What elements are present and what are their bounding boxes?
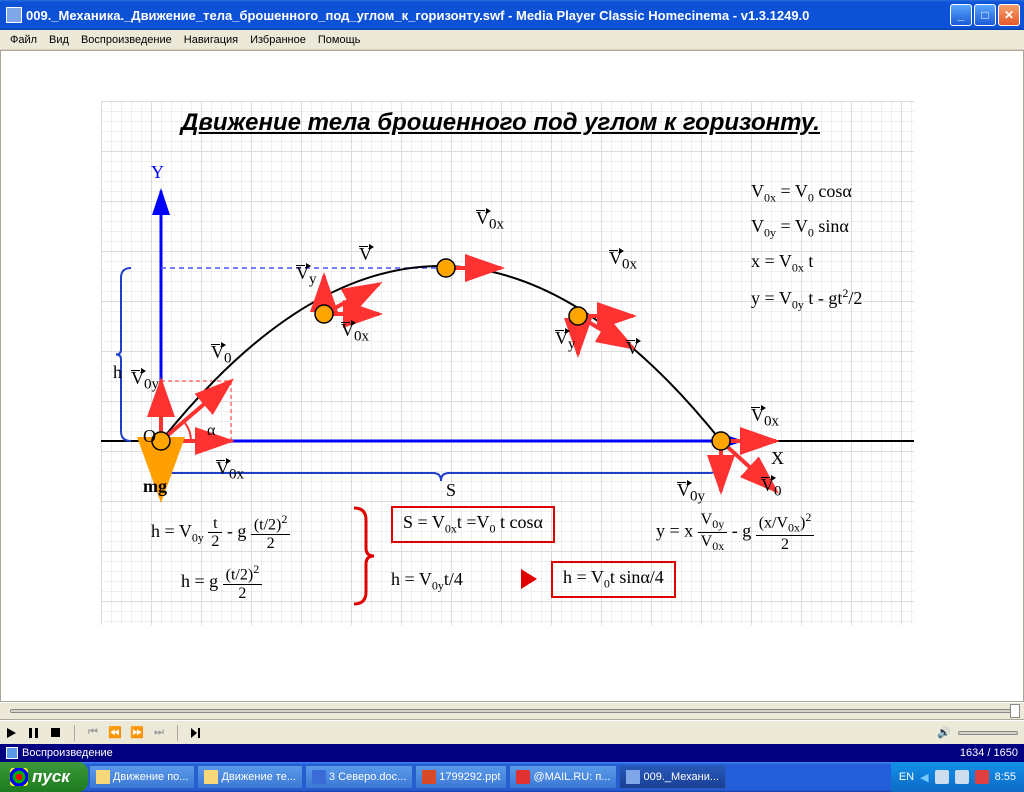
task-item[interactable]: Движение по... [89, 765, 196, 789]
implies-arrow [521, 569, 537, 589]
s-label: S [446, 481, 456, 499]
eq-h3: h = V0yt/4 [391, 569, 463, 594]
eq-y2: y = x V0yV0x - g (x/V0x)22 [656, 511, 814, 553]
eq-x: x = V0x t [751, 251, 813, 276]
eq-S: S = V0xt =V0 t cosα [391, 506, 555, 543]
app-icon [6, 7, 22, 23]
folder-icon [96, 770, 110, 784]
status-bar: Воспроизведение 1634 / 1650 [0, 744, 1024, 762]
tray-icon[interactable] [935, 770, 949, 784]
menu-help[interactable]: Помощь [312, 32, 367, 48]
playback-controls: ⏮ ⏪ ⏩ ⏭ 🔊 [0, 720, 1024, 744]
menu-nav[interactable]: Навигация [178, 32, 244, 48]
menu-playback[interactable]: Воспроизведение [75, 32, 178, 48]
eq-v0x: V0x = V0 cosα [751, 181, 852, 206]
eq-h2: h = g (t/2)22 [181, 563, 262, 603]
title-bar: 009._Механика._Движение_тела_брошенного_… [0, 0, 1024, 30]
windows-icon [10, 768, 28, 786]
status-icon [6, 747, 18, 759]
seek-bar[interactable] [0, 702, 1024, 720]
mg-label: mg [143, 477, 167, 495]
pause-button[interactable] [26, 726, 42, 740]
folder-icon [204, 770, 218, 784]
h-label: h [113, 363, 122, 381]
rewind-button[interactable]: ⏪ [107, 726, 123, 740]
task-item[interactable]: 3 Северо.doc... [305, 765, 413, 789]
start-button[interactable]: пуск [0, 762, 88, 792]
clock[interactable]: 8:55 [995, 771, 1016, 783]
task-item[interactable]: 1799292.ppt [415, 765, 507, 789]
system-tray: EN ◀ 8:55 [891, 762, 1024, 792]
forward-button[interactable]: ⏩ [129, 726, 145, 740]
eq-h4: h = V0t sinα/4 [551, 561, 676, 598]
menu-fav[interactable]: Избранное [244, 32, 312, 48]
time-counter: 1634 / 1650 [960, 747, 1018, 759]
menu-view[interactable]: Вид [43, 32, 75, 48]
eq-y: y = V0y t - gt2/2 [751, 286, 862, 313]
lang-indicator[interactable]: EN [899, 771, 914, 783]
window-title: 009._Механика._Движение_тела_брошенного_… [26, 8, 809, 23]
minimize-button[interactable]: _ [950, 4, 972, 26]
maximize-button[interactable]: □ [974, 4, 996, 26]
y-axis-label: Y [151, 163, 164, 181]
volume-slider[interactable] [958, 731, 1018, 735]
x-axis-label: X [771, 449, 784, 467]
tray-chevron-icon[interactable]: ◀ [920, 771, 928, 784]
mpc-icon [626, 770, 640, 784]
eq-h1: h = V0y t2 - g (t/2)22 [151, 513, 290, 553]
window-buttons: _ □ ✕ [950, 4, 1024, 26]
play-button[interactable] [4, 726, 20, 740]
tray-icon[interactable] [975, 770, 989, 784]
tray-icon[interactable] [955, 770, 969, 784]
volume-icon[interactable]: 🔊 [936, 726, 952, 740]
taskbar: пуск Движение по... Движение те... 3 Сев… [0, 762, 1024, 792]
stop-button[interactable] [48, 726, 64, 740]
task-item[interactable]: 009._Механи... [619, 765, 726, 789]
task-item[interactable]: Движение те... [197, 765, 303, 789]
opera-icon [516, 770, 530, 784]
physics-slide: Движение тела брошенного под углом к гор… [101, 101, 914, 625]
origin-label: O [143, 427, 156, 445]
eq-v0y: V0y = V0 sinα [751, 216, 849, 241]
ppt-icon [422, 770, 436, 784]
status-label: Воспроизведение [22, 747, 113, 759]
skip-fwd-button[interactable]: ⏭ [151, 726, 167, 740]
menu-bar: Файл Вид Воспроизведение Навигация Избра… [0, 30, 1024, 50]
menu-file[interactable]: Файл [4, 32, 43, 48]
task-item[interactable]: @MAIL.RU: п... [509, 765, 617, 789]
step-button[interactable] [188, 726, 204, 740]
word-icon [312, 770, 326, 784]
close-button[interactable]: ✕ [998, 4, 1020, 26]
skip-back-button[interactable]: ⏮ [85, 726, 101, 740]
alpha-label: α [207, 423, 215, 439]
video-area: Движение тела брошенного под углом к гор… [0, 50, 1024, 702]
